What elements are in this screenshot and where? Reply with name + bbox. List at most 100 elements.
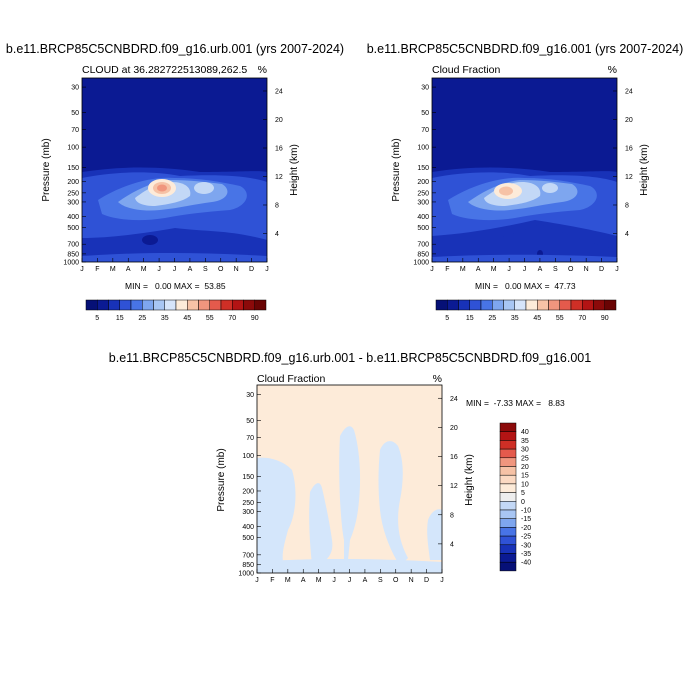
colorbar-swatch xyxy=(499,535,517,546)
colorbar-swatch xyxy=(254,299,267,311)
panel-3-ticks: J F M A M J J A S O N D J 30 50 70 100 150 200 250 300 400 500… xyxy=(238,392,457,584)
y-right-tick-label: 8 xyxy=(275,202,279,209)
x-tick-label: J xyxy=(430,266,434,273)
contour-fill xyxy=(339,426,361,560)
x-tick-label: N xyxy=(234,266,239,273)
y-tick-label: 1000 xyxy=(63,260,79,267)
colorbar-swatch xyxy=(220,299,233,311)
colorbar-swatch xyxy=(458,299,470,311)
panel-3: b.e11.BRCP85C5CNBDRD.f09_g16.urb.001 - b… xyxy=(109,351,591,584)
y-tick-label: 700 xyxy=(417,242,429,249)
colorbar-label: 0 xyxy=(521,499,525,506)
x-tick-label: O xyxy=(218,266,224,273)
panel-1-subtitle: CLOUD at 36.282722513089,262.5 xyxy=(82,64,247,76)
colorbar-label: -40 xyxy=(521,560,531,567)
panel-1-ticks: J F M A M J J A S O N D J 30 50 70 100 150 200 250 300 400 500… xyxy=(63,85,282,273)
panel-3-units: % xyxy=(433,373,442,385)
colorbar-label: 15 xyxy=(116,315,124,322)
y-tick-label: 300 xyxy=(417,199,429,206)
colorbar-swatch xyxy=(499,448,517,459)
colorbar-swatch xyxy=(499,422,517,432)
y-tick-label: 250 xyxy=(417,190,429,197)
colorbar-label: 70 xyxy=(228,315,236,322)
y-tick-label: 100 xyxy=(417,145,429,152)
colorbar-swatch xyxy=(499,509,517,519)
y-tick-label: 500 xyxy=(242,535,254,542)
y-tick-label: 50 xyxy=(71,110,79,117)
panel-1-minmax: MIN = 0.00 MAX = 53.85 xyxy=(125,281,226,291)
colorbar-label: 5 xyxy=(95,315,99,322)
colorbar-swatch xyxy=(559,299,572,311)
y-right-tick-label: 4 xyxy=(450,541,454,548)
y-tick-label: 70 xyxy=(71,127,79,134)
panel-2-colorbar: 5 15 25 35 45 55 70 90 xyxy=(435,299,617,322)
colorbar-label: -20 xyxy=(521,525,531,532)
colorbar-swatch xyxy=(593,299,605,311)
colorbar-label: 25 xyxy=(521,455,529,462)
y-tick-label: 500 xyxy=(67,225,79,232)
x-tick-label: J xyxy=(507,266,511,273)
panel-2-contours xyxy=(432,78,617,262)
panel-3-contours xyxy=(257,385,442,573)
y-tick-label: 500 xyxy=(417,225,429,232)
y-tick-label: 70 xyxy=(246,435,254,442)
y-right-tick-label: 12 xyxy=(275,174,283,181)
panel-1: b.e11.BRCP85C5CNBDRD.f09_g16.urb.001 (yr… xyxy=(6,42,344,322)
y-tick-label: 850 xyxy=(417,251,429,258)
colorbar-swatch xyxy=(499,440,517,450)
y-right-tick-label: 16 xyxy=(625,145,633,152)
colorbar-swatch xyxy=(142,299,154,311)
panel-1-title: b.e11.BRCP85C5CNBDRD.f09_g16.urb.001 (yr… xyxy=(6,42,344,56)
colorbar-swatch xyxy=(85,299,98,311)
colorbar-label: 25 xyxy=(138,315,146,322)
y-right-tick-label: 4 xyxy=(275,231,279,238)
x-tick-label: O xyxy=(393,577,399,584)
x-tick-label: D xyxy=(424,577,429,584)
panel-2-subtitle: Cloud Fraction xyxy=(432,64,500,76)
panel-2-ylabel-right: Height (km) xyxy=(639,144,650,196)
contour-fill xyxy=(257,457,296,568)
colorbar-swatch xyxy=(447,299,459,311)
colorbar-swatch xyxy=(164,299,177,311)
colorbar-swatch xyxy=(232,299,244,311)
x-tick-label: S xyxy=(553,266,558,273)
colorbar-swatch xyxy=(130,299,143,311)
x-tick-label: S xyxy=(378,577,383,584)
contour-fill xyxy=(499,186,513,196)
x-tick-label: A xyxy=(476,266,481,273)
y-tick-label: 300 xyxy=(242,509,254,516)
colorbar-swatch xyxy=(175,299,188,311)
y-right-tick-label: 16 xyxy=(450,454,458,461)
colorbar-label: 35 xyxy=(511,315,519,322)
x-tick-label: J xyxy=(173,266,177,273)
x-tick-label: J xyxy=(440,577,444,584)
x-tick-label: D xyxy=(249,266,254,273)
panel-2-title: b.e11.BRCP85C5CNBDRD.f09_g16.001 (yrs 20… xyxy=(367,42,684,56)
panel-3-ylabel-right: Height (km) xyxy=(464,454,475,506)
contour-fill xyxy=(157,184,167,192)
contour-fill xyxy=(378,441,408,566)
y-tick-label: 850 xyxy=(67,251,79,258)
colorbar-swatch xyxy=(499,553,517,563)
colorbar-label: 35 xyxy=(161,315,169,322)
colorbar-swatch xyxy=(499,474,517,485)
colorbar-swatch xyxy=(537,299,549,311)
colorbar-label: -35 xyxy=(521,551,531,558)
x-tick-label: F xyxy=(95,266,99,273)
colorbar-swatch xyxy=(499,544,517,554)
x-tick-label: M xyxy=(285,577,291,584)
y-tick-label: 70 xyxy=(421,127,429,134)
y-right-tick-label: 16 xyxy=(275,145,283,152)
colorbar-swatch xyxy=(198,299,210,311)
y-tick-label: 1000 xyxy=(413,260,429,267)
colorbar-swatch xyxy=(514,299,527,311)
colorbar-swatch xyxy=(499,466,517,476)
y-tick-label: 150 xyxy=(242,474,254,481)
colorbar-swatch xyxy=(153,299,165,311)
colorbar-label: 10 xyxy=(521,481,529,488)
y-tick-label: 400 xyxy=(417,214,429,221)
x-tick-label: J xyxy=(265,266,269,273)
colorbar-label: -25 xyxy=(521,534,531,541)
colorbar-swatch xyxy=(499,527,517,537)
x-tick-label: J xyxy=(157,266,161,273)
